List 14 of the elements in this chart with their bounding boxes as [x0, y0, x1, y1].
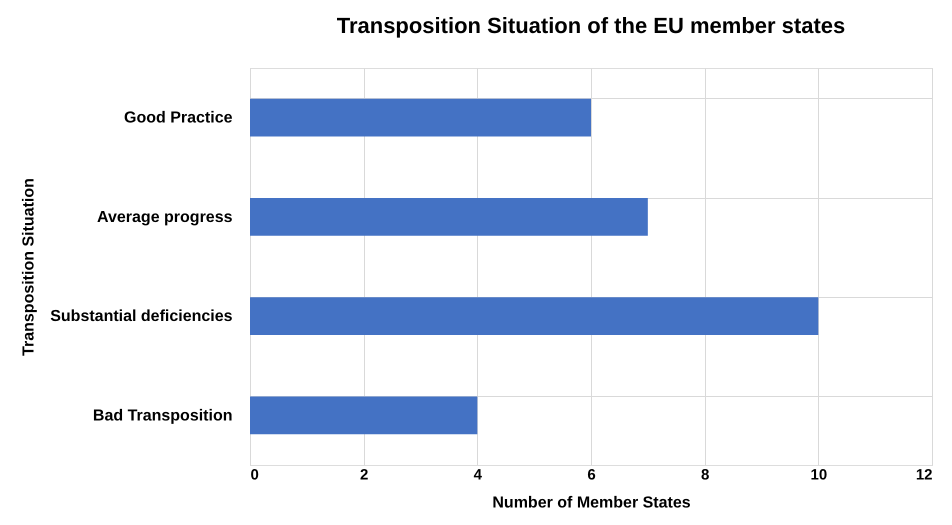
- y-axis-title: Transposition Situation: [20, 178, 38, 356]
- x-tick-label: 8: [700, 466, 710, 484]
- x-tick-label: 2: [360, 466, 368, 484]
- chart-title: Transposition Situation of the EU member states: [336, 13, 846, 38]
- y-tick-label: Average progress: [97, 208, 233, 226]
- x-tick-label: 4: [474, 466, 483, 484]
- x-axis-title: Number of Member States: [492, 494, 691, 512]
- y-tick-label: Bad Transposition: [92, 407, 232, 424]
- y-tick-label: Substantial deficiencies: [50, 308, 233, 326]
- x-tick-label: 10: [810, 466, 828, 484]
- x-tick-label: 0: [250, 466, 259, 484]
- x-tick-label: 12: [916, 466, 932, 484]
- y-tick-label: Good Practice: [124, 110, 233, 127]
- x-tick-label: 6: [587, 466, 596, 484]
